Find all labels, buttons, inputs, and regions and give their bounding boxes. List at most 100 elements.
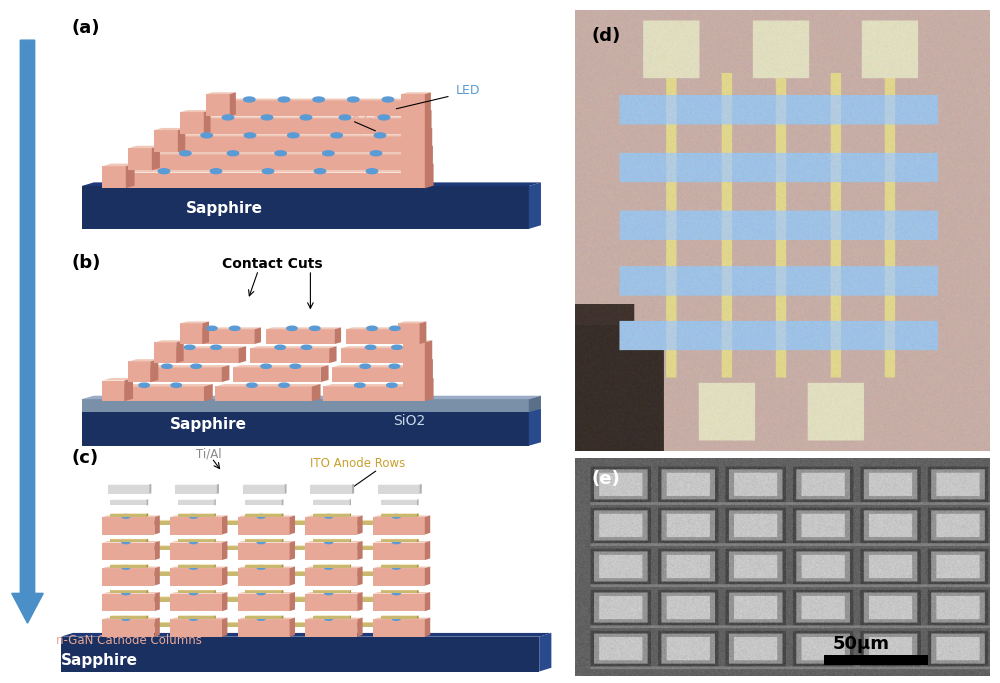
Circle shape	[184, 345, 195, 350]
Circle shape	[227, 151, 239, 156]
Polygon shape	[266, 329, 334, 344]
Polygon shape	[323, 384, 428, 387]
Polygon shape	[108, 387, 204, 401]
Polygon shape	[215, 384, 321, 387]
Polygon shape	[124, 378, 133, 401]
Circle shape	[139, 383, 149, 387]
Polygon shape	[313, 500, 349, 505]
Circle shape	[189, 591, 198, 595]
Polygon shape	[147, 564, 148, 568]
Polygon shape	[305, 594, 357, 611]
Circle shape	[244, 133, 256, 138]
Polygon shape	[170, 516, 227, 517]
Circle shape	[275, 151, 286, 156]
Polygon shape	[102, 619, 154, 637]
Polygon shape	[420, 152, 428, 170]
Polygon shape	[305, 517, 357, 535]
Polygon shape	[128, 361, 150, 382]
Polygon shape	[282, 499, 283, 505]
Circle shape	[331, 133, 342, 138]
Polygon shape	[381, 500, 417, 505]
Polygon shape	[154, 130, 178, 152]
Polygon shape	[170, 542, 222, 560]
Polygon shape	[222, 617, 227, 637]
Polygon shape	[178, 500, 214, 505]
Polygon shape	[420, 484, 422, 494]
Polygon shape	[170, 617, 227, 619]
Polygon shape	[401, 163, 434, 166]
Circle shape	[387, 383, 397, 387]
Circle shape	[392, 540, 400, 544]
Polygon shape	[425, 617, 430, 637]
Polygon shape	[154, 617, 160, 637]
Circle shape	[257, 514, 265, 518]
Circle shape	[230, 326, 240, 331]
Circle shape	[122, 514, 130, 518]
Polygon shape	[373, 517, 425, 535]
Polygon shape	[305, 516, 363, 517]
Polygon shape	[204, 110, 211, 134]
Circle shape	[339, 115, 351, 120]
Circle shape	[158, 169, 170, 173]
Polygon shape	[349, 499, 351, 505]
Polygon shape	[245, 514, 282, 516]
Circle shape	[370, 151, 382, 156]
Circle shape	[262, 169, 274, 173]
Text: (b): (b)	[71, 254, 101, 272]
Polygon shape	[230, 92, 236, 116]
Polygon shape	[170, 566, 227, 568]
Polygon shape	[529, 182, 541, 229]
Polygon shape	[147, 539, 148, 542]
Polygon shape	[82, 182, 541, 186]
Circle shape	[257, 566, 265, 569]
Text: (a): (a)	[71, 19, 100, 37]
Polygon shape	[178, 591, 214, 594]
Polygon shape	[313, 591, 349, 594]
Polygon shape	[212, 100, 420, 116]
Polygon shape	[401, 112, 425, 134]
Text: (d): (d)	[592, 27, 621, 45]
Circle shape	[313, 97, 324, 102]
Polygon shape	[110, 500, 147, 505]
Polygon shape	[320, 365, 329, 382]
Polygon shape	[215, 387, 312, 401]
Circle shape	[325, 514, 333, 518]
Polygon shape	[529, 408, 541, 446]
Polygon shape	[250, 346, 337, 348]
Circle shape	[257, 617, 265, 620]
Polygon shape	[346, 329, 414, 344]
Circle shape	[210, 169, 222, 173]
Polygon shape	[82, 408, 541, 412]
Polygon shape	[420, 384, 428, 401]
Polygon shape	[154, 541, 160, 560]
Polygon shape	[180, 112, 204, 134]
Polygon shape	[425, 622, 428, 627]
Polygon shape	[154, 128, 185, 130]
Text: Sapphire: Sapphire	[61, 652, 138, 667]
Polygon shape	[214, 539, 216, 542]
Circle shape	[300, 115, 312, 120]
Polygon shape	[102, 623, 425, 627]
Text: Ti/Al: Ti/Al	[196, 448, 222, 461]
Circle shape	[189, 514, 198, 518]
Polygon shape	[102, 566, 160, 568]
Polygon shape	[102, 520, 425, 525]
Polygon shape	[102, 592, 160, 594]
Text: LED: LED	[456, 83, 480, 96]
Polygon shape	[82, 186, 529, 229]
Circle shape	[367, 326, 377, 331]
Polygon shape	[238, 516, 295, 517]
Polygon shape	[170, 594, 222, 611]
Polygon shape	[282, 514, 283, 516]
Polygon shape	[539, 633, 551, 671]
Polygon shape	[282, 590, 283, 594]
Circle shape	[378, 115, 390, 120]
Circle shape	[279, 383, 289, 387]
Polygon shape	[420, 365, 428, 382]
Polygon shape	[186, 116, 426, 118]
Polygon shape	[170, 541, 227, 542]
Polygon shape	[110, 565, 147, 568]
Polygon shape	[290, 516, 295, 535]
Polygon shape	[243, 485, 284, 494]
Polygon shape	[425, 359, 433, 382]
